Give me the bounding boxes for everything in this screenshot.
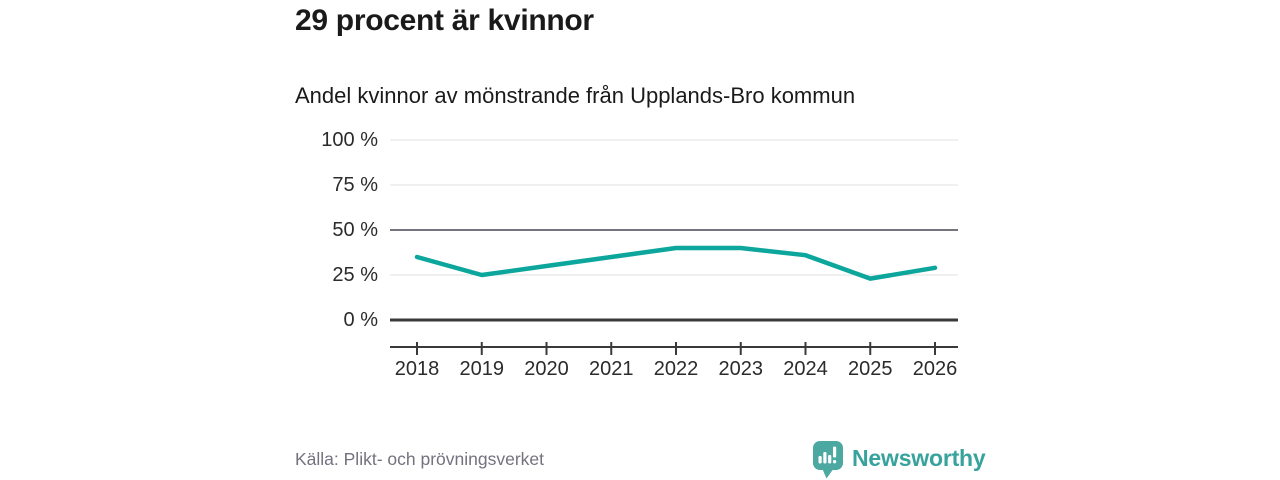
source-note: Källa: Plikt- och prövningsverket: [295, 449, 544, 469]
chart-subtitle: Andel kvinnor av mönstrande från Uppland…: [295, 83, 856, 108]
y-tick-label-25: 25 %: [332, 264, 378, 286]
x-tick-label-2023: 2023: [718, 358, 764, 380]
x-tick-label-2019: 2019: [459, 358, 505, 380]
x-tick-label-2022: 2022: [653, 358, 699, 380]
x-tick-label-2021: 2021: [589, 358, 634, 380]
x-tick-label-2024: 2024: [783, 358, 828, 380]
brand-name: Newsworthy: [852, 445, 986, 471]
y-tick-label-50: 50 %: [332, 219, 378, 241]
newsworthy-icon: [813, 441, 843, 479]
page-title: 29 procent är kvinnor: [295, 4, 594, 37]
y-tick-label-0: 0 %: [343, 309, 378, 331]
x-tick-label-2018: 2018: [394, 358, 440, 380]
y-tick-label-100: 100 %: [321, 129, 378, 151]
brand-logo: Newsworthy: [812, 441, 986, 479]
x-tick-label-2026: 2026: [912, 358, 958, 380]
x-tick-label-2020: 2020: [524, 358, 569, 380]
data-line-Andel kvinnor av mönstrande: [414, 245, 938, 281]
x-tick-label-2025: 2025: [848, 358, 893, 380]
y-tick-label-75: 75 %: [332, 174, 378, 196]
